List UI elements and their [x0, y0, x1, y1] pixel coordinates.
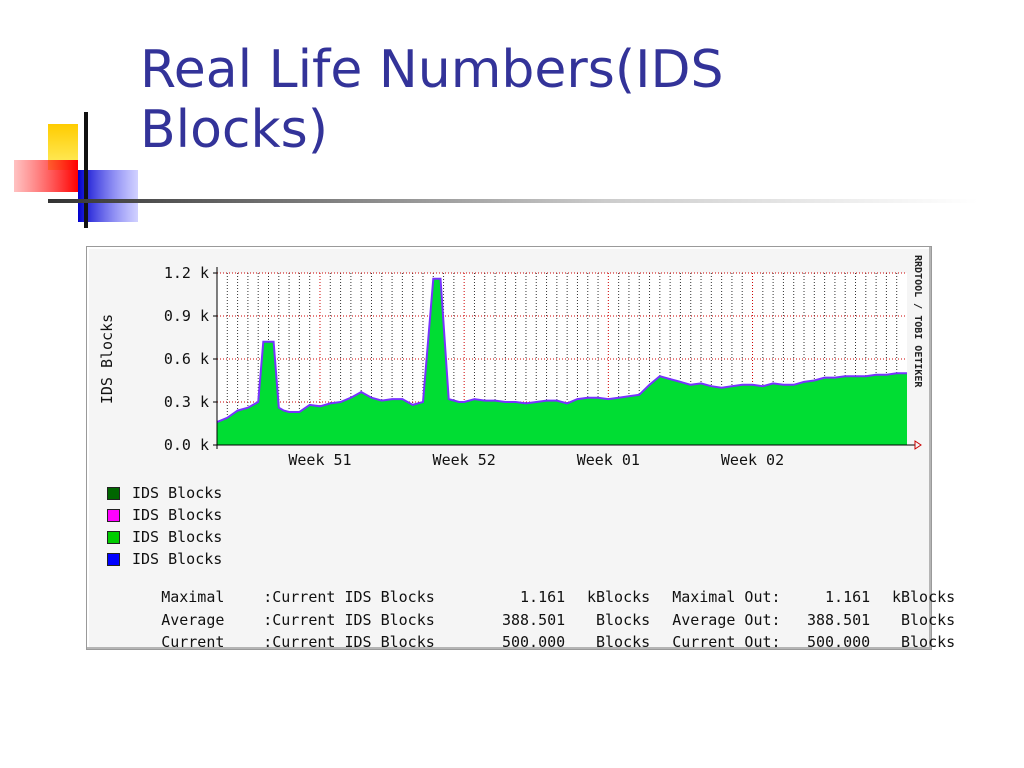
axes	[213, 267, 922, 450]
stat-out-label: Current Out:	[672, 633, 781, 651]
x-tick-label: Week 02	[721, 451, 784, 469]
legend-swatch	[107, 552, 120, 566]
series-area-ids-blocks	[217, 278, 907, 445]
legend-swatch	[107, 530, 120, 544]
x-tick-label: Week 51	[288, 451, 351, 469]
legend-item: IDS Blocks	[107, 548, 222, 570]
stat-out-value: 1.161	[825, 588, 871, 606]
stats-table: Maximal :Current IDS Blocks 1.161 kBlocks Ma…	[107, 570, 955, 651]
title-underline	[48, 199, 978, 203]
x-tick-label: Week 01	[577, 451, 640, 469]
stats-row: Average :Current IDS Blocks 388.501 Blocks A…	[107, 593, 955, 629]
y-tick-label: 0.3 k	[164, 393, 209, 411]
legend: IDS Blocks IDS Blocks IDS Blocks IDS Blo…	[107, 482, 222, 570]
stat-out-label: Average Out:	[672, 610, 781, 629]
y-tick-labels: 0.0 k 0.3 k 0.6 k 0.9 k 1.2 k	[164, 264, 209, 454]
y-tick-label: 1.2 k	[164, 264, 209, 282]
stat-in-unit: Blocks	[596, 633, 651, 651]
legend-label: IDS Blocks	[132, 506, 223, 524]
series-line-ids-blocks	[216, 277, 907, 424]
x-tick-label: Week 52	[433, 451, 496, 469]
stats-row: Maximal :Current IDS Blocks 1.161 kBlocks Ma…	[107, 570, 955, 606]
stat-out-unit: kBlocks	[891, 588, 956, 606]
y-tick-label: 0.9 k	[164, 307, 209, 325]
slide-title-line-1: Real Life Numbers(IDS	[140, 40, 724, 100]
legend-item: IDS Blocks	[107, 504, 222, 526]
stat-name: Current	[161, 633, 225, 651]
stat-out-value: 388.501	[806, 610, 871, 629]
stat-in-value: 500.000	[501, 633, 566, 651]
deco-red-bar	[14, 160, 78, 192]
stat-out-unit: Blocks	[901, 610, 956, 629]
deco-vertical-line	[84, 112, 88, 228]
stat-name: Maximal	[161, 588, 225, 606]
stat-out-label: Maximal Out:	[672, 588, 781, 606]
stat-in-value: 1.161	[520, 588, 566, 606]
stat-desc: :Current IDS Blocks	[263, 588, 435, 606]
stat-out-value: 500.000	[806, 633, 871, 651]
legend-swatch	[107, 486, 120, 500]
slide-title-line-2: Blocks)	[140, 100, 329, 160]
stat-in-value: 388.501	[501, 610, 566, 629]
legend-label: IDS Blocks	[132, 528, 223, 546]
stat-in-unit: kBlocks	[586, 588, 651, 606]
stat-in-unit: Blocks	[596, 610, 651, 629]
y-tick-label: 0.0 k	[164, 436, 209, 454]
x-axis-arrow	[914, 440, 922, 450]
stat-out-unit: Blocks	[901, 633, 956, 651]
legend-label: IDS Blocks	[132, 484, 223, 502]
stat-desc: :Current IDS Blocks	[263, 610, 435, 629]
mrtg-graph: 0.0 k 0.3 k 0.6 k 0.9 k 1.2 k Week 51 Week 52…	[86, 246, 955, 651]
y-tick-label: 0.6 k	[164, 350, 209, 368]
title-decoration	[14, 112, 978, 228]
y-axis-label: IDS Blocks	[98, 314, 116, 404]
slide-title: Real Life Numbers(IDS Blocks)	[140, 40, 1000, 160]
legend-label: IDS Blocks	[132, 550, 223, 568]
stats-row: Current :Current IDS Blocks 500.000 Blocks C…	[107, 615, 955, 651]
chart-plot: 0.0 k 0.3 k 0.6 k 0.9 k 1.2 k Week 51 Week 52…	[98, 255, 923, 469]
legend-swatch	[107, 508, 120, 522]
stat-name: Average	[161, 610, 225, 629]
legend-item: IDS Blocks	[107, 526, 222, 548]
legend-item: IDS Blocks	[107, 482, 222, 504]
stat-desc: :Current IDS Blocks	[263, 633, 435, 651]
x-tick-labels: Week 51 Week 52 Week 01 Week 02	[288, 451, 784, 469]
rrdtool-credit: RRDTOOL / TOBI OETIKER	[912, 255, 923, 388]
